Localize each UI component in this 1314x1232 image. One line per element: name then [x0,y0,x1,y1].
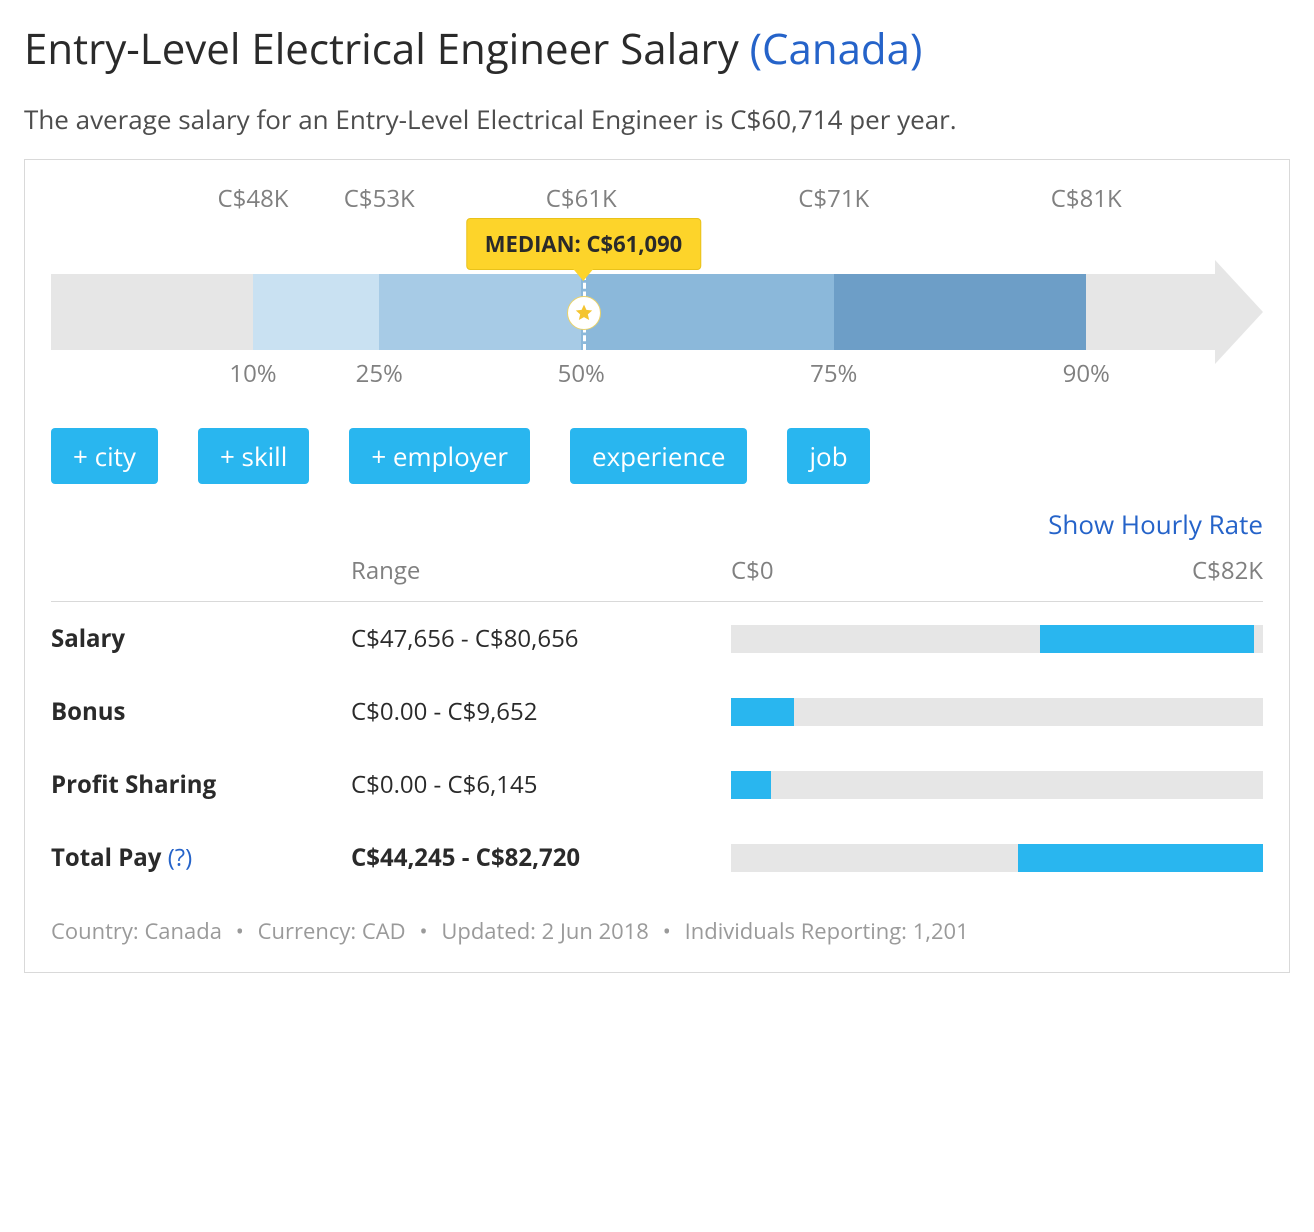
range-header: Range C$0 C$82K [51,542,1263,602]
title-location[interactable]: (Canada) [750,20,923,77]
range-row: Bonus C$0.00 - C$9,652 [51,675,1263,748]
range-label: Total Pay (?) [51,841,351,874]
salary-card: C$48K C$53K C$61K C$71K C$81K 10% 25% 50% 75% 90… [24,159,1290,973]
median-tooltip: MEDIAN: C$61,090 [466,218,701,270]
filter-button-experience[interactable]: experience [570,428,748,484]
percentile-pct-label: 25% [356,357,403,390]
range-bar-fill [1018,844,1263,872]
range-row: Total Pay (?)C$44,245 - C$82,720 [51,821,1263,894]
percentile-arrow-chart: C$48K C$53K C$61K C$71K C$81K 10% 25% 50% 75% 90… [51,182,1263,412]
filter-button-skill[interactable]: + skill [198,428,309,484]
range-axis-min: C$0 [731,554,774,587]
filter-buttons: + city + skill + employer experience job [51,428,1263,484]
percentile-value-label: C$53K [344,182,415,215]
percentile-value-label: C$71K [798,182,869,215]
range-row: Salary C$47,656 - C$80,656 [51,602,1263,675]
range-bar [731,844,1263,872]
percentile-segment [581,274,834,350]
percentile-pct-label: 75% [810,357,857,390]
range-bar-fill [731,771,771,799]
filter-button-city[interactable]: + city [51,428,158,484]
median-star-icon [567,296,601,330]
range-bar-fill [1040,625,1254,653]
range-value: C$47,656 - C$80,656 [351,622,731,655]
range-label: Profit Sharing [51,768,351,801]
filter-button-employer[interactable]: + employer [349,428,530,484]
arrow-head [1215,260,1263,364]
percentile-value-label: C$81K [1051,182,1122,215]
percentile-segment [834,274,1087,350]
range-label: Bonus [51,695,351,728]
subhead: The average salary for an Entry-Level El… [24,101,1290,137]
title-text: Entry-Level Electrical Engineer Salary [24,20,750,77]
percentile-pct-label: 50% [558,357,605,390]
range-bar-fill [731,698,794,726]
range-value: C$0.00 - C$9,652 [351,695,731,728]
percentile-segment [253,274,379,350]
percentile-pct-label: 10% [229,357,276,390]
range-table: Salary C$47,656 - C$80,656Bonus C$0.00 -… [51,602,1263,894]
range-header-label: Range [351,554,731,587]
range-bar [731,625,1263,653]
range-bar [731,698,1263,726]
filter-button-job[interactable]: job [787,428,869,484]
help-icon[interactable]: (?) [168,841,193,874]
page-title: Entry-Level Electrical Engineer Salary (… [24,20,1290,77]
percentile-value-label: C$48K [218,182,289,215]
range-row: Profit Sharing C$0.00 - C$6,145 [51,748,1263,821]
show-hourly-rate-link[interactable]: Show Hourly Rate [1048,506,1263,542]
range-value: C$0.00 - C$6,145 [351,768,731,801]
percentile-pct-label: 90% [1063,357,1110,390]
range-label: Salary [51,622,351,655]
range-axis-max: C$82K [1192,554,1263,587]
percentile-segment [379,274,581,350]
range-value: C$44,245 - C$82,720 [351,841,731,874]
range-bar [731,771,1263,799]
meta-footer: Country: Canada • Currency: CAD • Update… [51,916,1263,946]
percentile-value-label: C$61K [546,182,617,215]
